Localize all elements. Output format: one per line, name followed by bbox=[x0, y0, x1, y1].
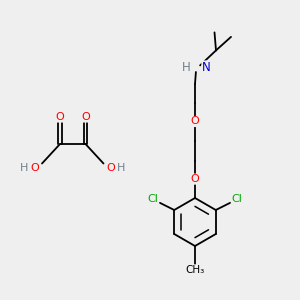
Text: N: N bbox=[202, 61, 211, 74]
Text: O: O bbox=[190, 174, 200, 184]
Text: O: O bbox=[30, 163, 39, 173]
Text: Cl: Cl bbox=[148, 194, 159, 205]
Text: H: H bbox=[182, 61, 191, 74]
Text: H: H bbox=[20, 163, 28, 173]
Text: CH₃: CH₃ bbox=[185, 265, 205, 275]
Text: O: O bbox=[56, 112, 64, 122]
Text: Cl: Cl bbox=[231, 194, 242, 205]
Text: H: H bbox=[117, 163, 126, 173]
Text: O: O bbox=[81, 112, 90, 122]
Text: O: O bbox=[106, 163, 116, 173]
Text: O: O bbox=[190, 116, 200, 127]
